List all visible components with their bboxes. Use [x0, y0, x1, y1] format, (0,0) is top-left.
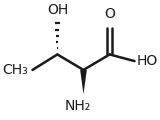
Text: CH₃: CH₃ [2, 63, 28, 77]
Text: OH: OH [47, 3, 68, 17]
Text: NH₂: NH₂ [64, 99, 91, 113]
Text: O: O [104, 7, 115, 21]
Polygon shape [80, 70, 87, 94]
Text: HO: HO [137, 54, 158, 68]
